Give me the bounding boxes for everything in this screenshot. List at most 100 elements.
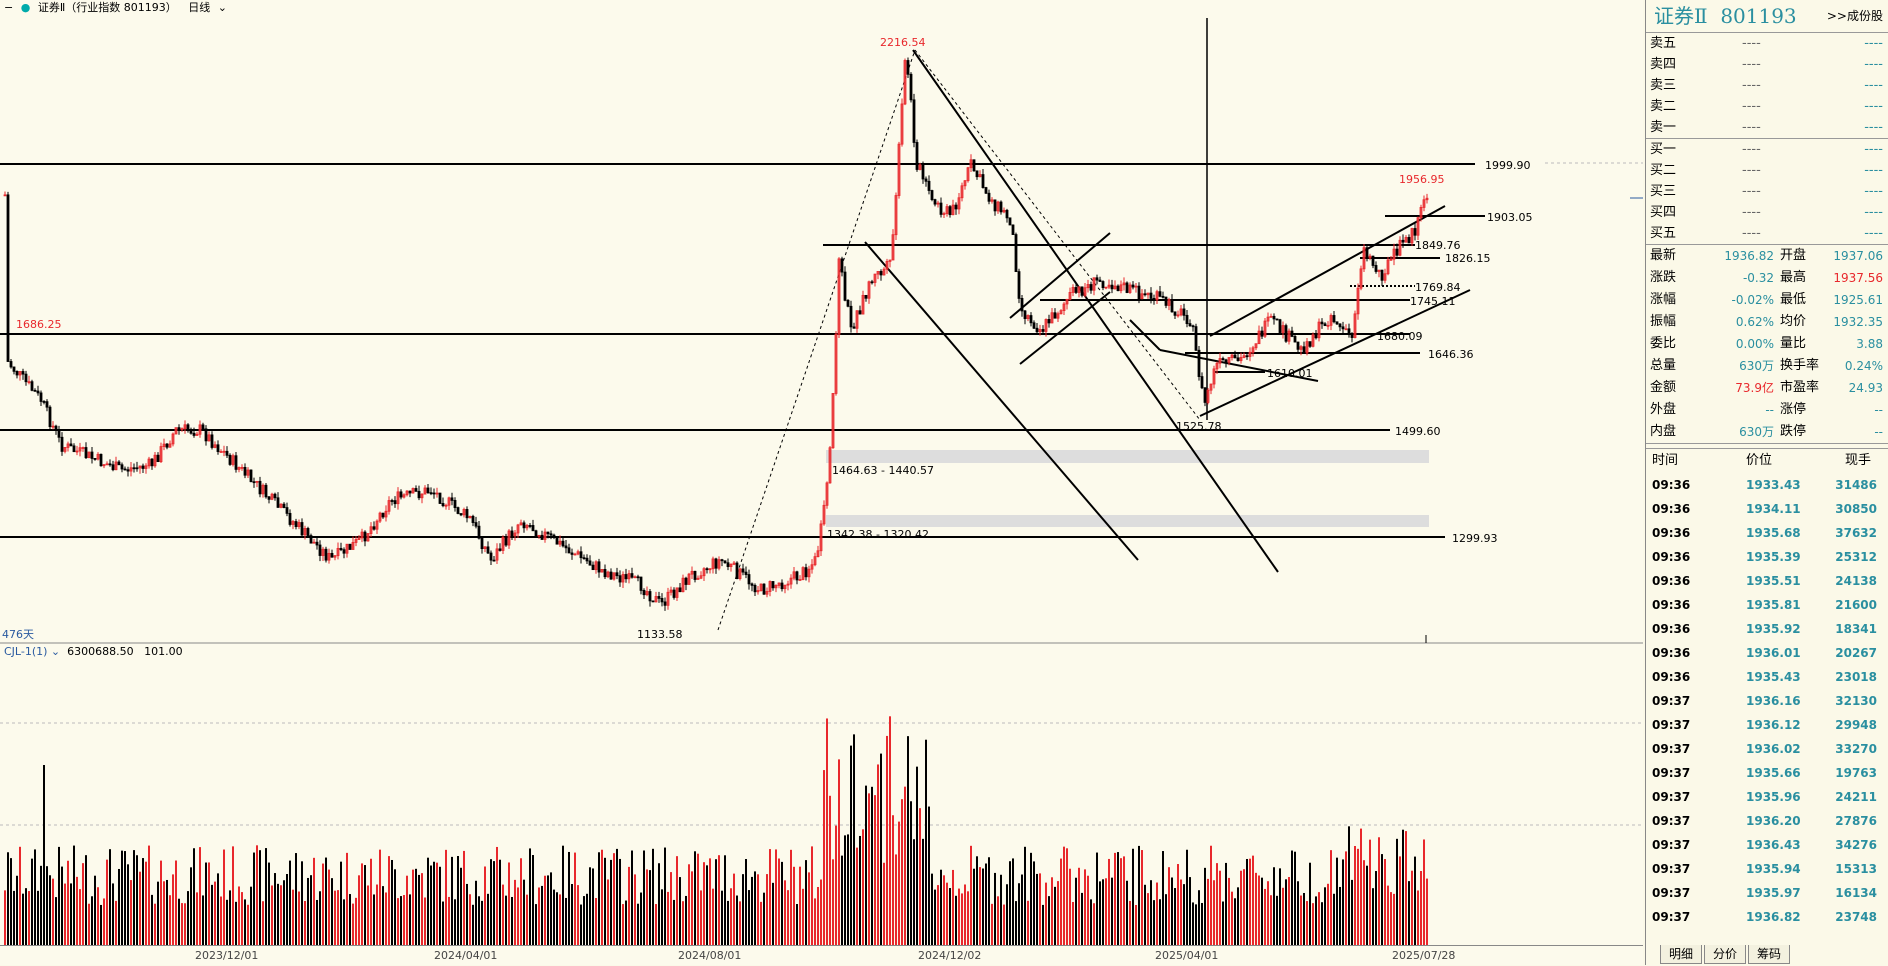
orderbook-row[interactable]: 买二 ---- ----	[1646, 160, 1888, 181]
tick-row[interactable]: 09:37 1935.66 19763	[1646, 761, 1888, 785]
label-1849: 1849.76	[1415, 239, 1461, 252]
tick-volume: 19763	[1835, 766, 1877, 780]
candle-body	[1104, 286, 1108, 289]
date-label: 2024/12/02	[918, 949, 982, 962]
candle-body	[1020, 298, 1024, 312]
tick-row[interactable]: 09:37 1936.12 29948	[1646, 713, 1888, 737]
candle-body	[438, 492, 442, 504]
orderbook-row[interactable]: 买四 ---- ----	[1646, 202, 1888, 223]
candle-body	[477, 525, 481, 539]
tick-row[interactable]: 09:36 1935.39 25312	[1646, 545, 1888, 569]
volume-bar	[1309, 862, 1311, 945]
candle-body	[798, 579, 802, 581]
period-selector[interactable]: 日线 ⌄	[184, 1, 227, 14]
tick-row[interactable]: 09:37 1936.82 23748	[1646, 905, 1888, 929]
tick-row[interactable]: 09:36 1935.43 23018	[1646, 665, 1888, 689]
volume-bar	[631, 850, 633, 945]
rising-channel-lower[interactable]	[1199, 289, 1471, 417]
orderbook-row[interactable]: 卖四 ---- ----	[1646, 54, 1888, 75]
tick-row[interactable]: 09:36 1936.01 20267	[1646, 641, 1888, 665]
candle-body	[348, 543, 352, 550]
volume-bar	[277, 883, 279, 945]
orderbook-volume: ----	[1864, 226, 1883, 241]
candle-body	[864, 294, 868, 299]
volume-bars[interactable]	[4, 716, 1428, 945]
components-link[interactable]: >>成份股	[1826, 9, 1883, 23]
volume-bar	[1243, 869, 1245, 945]
tick-row[interactable]: 09:36 1935.51 24138	[1646, 569, 1888, 593]
indicator-selector[interactable]: CJL-1(1) ⌄	[4, 645, 60, 658]
volume-bar	[583, 896, 585, 945]
channel-line[interactable]	[1019, 291, 1111, 365]
candle-body	[39, 392, 43, 402]
tick-time: 09:36	[1652, 526, 1691, 540]
orderbook-row[interactable]: 卖二 ---- ----	[1646, 96, 1888, 117]
volume-bar	[358, 875, 360, 945]
tick-row[interactable]: 09:37 1936.20 27876	[1646, 809, 1888, 833]
tick-row[interactable]: 09:37 1935.97 16134	[1646, 881, 1888, 905]
quote-label: 最新	[1650, 248, 1677, 263]
candlesticks[interactable]	[3, 57, 1429, 611]
candle-body	[1404, 237, 1408, 243]
channel-line[interactable]	[1159, 349, 1319, 382]
volume-bar	[946, 882, 948, 945]
volume-bar	[892, 815, 894, 945]
tick-row[interactable]: 09:37 1936.02 33270	[1646, 737, 1888, 761]
tick-row[interactable]: 09:37 1935.96 24211	[1646, 785, 1888, 809]
rising-channel-upper[interactable]	[1209, 205, 1446, 337]
candle-body	[1254, 343, 1258, 349]
volume-bar	[604, 857, 606, 945]
channel-line[interactable]	[1009, 232, 1111, 319]
tick-row[interactable]: 09:36 1935.81 21600	[1646, 593, 1888, 617]
volume-bar	[343, 899, 345, 945]
tick-row[interactable]: 09:37 1935.94 15313	[1646, 857, 1888, 881]
tick-time: 09:36	[1652, 478, 1691, 492]
ticks-list[interactable]: 09:36 1933.43 31486 09:36 1934.11 30850 09…	[1646, 473, 1888, 929]
channel-line[interactable]	[1129, 319, 1161, 351]
tab-details[interactable]: 明细	[1660, 945, 1702, 964]
tick-volume: 30850	[1835, 502, 1877, 516]
volume-bar	[127, 864, 129, 945]
orderbook-row[interactable]: 买五 ---- ----	[1646, 223, 1888, 245]
volume-bar	[958, 888, 960, 945]
tab-price-distribution[interactable]: 分价	[1704, 945, 1746, 964]
tick-row[interactable]: 09:37 1936.43 34276	[1646, 833, 1888, 857]
quote-label: 涨跌	[1650, 270, 1677, 285]
trendline-upper[interactable]	[912, 49, 1279, 573]
candle-body	[1215, 362, 1219, 370]
tick-row[interactable]: 09:36 1934.11 30850	[1646, 497, 1888, 521]
candle-body	[930, 190, 934, 200]
minus-icon[interactable]: −	[4, 1, 14, 14]
orderbook-row[interactable]: 卖一 ---- ----	[1646, 117, 1888, 139]
orderbook-row[interactable]: 买一 ---- ----	[1646, 139, 1888, 160]
tick-row[interactable]: 09:36 1935.92 18341	[1646, 617, 1888, 641]
volume-bar	[196, 892, 198, 945]
tick-row[interactable]: 09:36 1935.68 37632	[1646, 521, 1888, 545]
volume-bar	[670, 872, 672, 945]
volume-bar	[364, 865, 366, 945]
kline-chart-area[interactable]: − ● 证券Ⅱ（行业指数 801193） 日线 ⌄	[0, 0, 1643, 965]
orderbook-label: 买二	[1650, 163, 1677, 178]
volume-bar	[382, 886, 384, 945]
candle-body	[333, 555, 337, 558]
orderbook-row[interactable]: 买三 ---- ----	[1646, 181, 1888, 202]
orderbook-row[interactable]: 卖五 ---- ----	[1646, 33, 1888, 54]
candle-body	[933, 199, 937, 205]
candle-body	[873, 273, 877, 283]
volume-bar	[1195, 904, 1197, 945]
kline-svg[interactable]: 2216.54 1686.25 1133.58 1956.95 1525.78 …	[0, 0, 1643, 945]
volume-bar	[7, 852, 9, 945]
tab-chips[interactable]: 筹码	[1748, 945, 1790, 964]
tick-row[interactable]: 09:37 1936.16 32130	[1646, 689, 1888, 713]
tick-row[interactable]: 09:36 1933.43 31486	[1646, 473, 1888, 497]
volume-bar	[223, 849, 225, 945]
orderbook-row[interactable]: 卖三 ---- ----	[1646, 75, 1888, 96]
candle-body	[654, 596, 658, 603]
trendline-lower[interactable]	[864, 241, 1139, 561]
volume-bar	[1393, 893, 1395, 945]
volume-bar	[730, 888, 732, 945]
volume-bar	[1030, 852, 1032, 945]
volume-bar	[1303, 892, 1305, 945]
candle-body	[489, 552, 493, 561]
volume-bar	[295, 853, 297, 945]
